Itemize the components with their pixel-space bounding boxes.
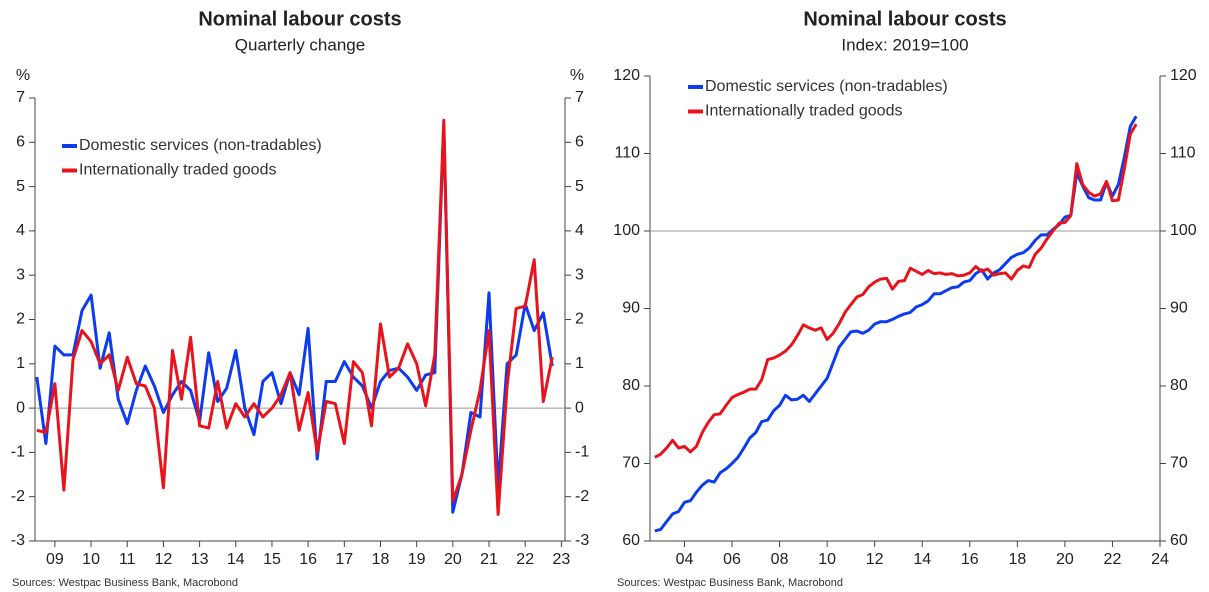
y2-tick-label: 7 — [575, 89, 584, 106]
chart-title: Nominal labour costs — [198, 8, 401, 30]
y2-tick-label: 110 — [1170, 145, 1196, 162]
series-line — [35, 123, 554, 514]
y2-tick-label: 100 — [1170, 222, 1197, 239]
series-line — [654, 123, 1138, 459]
x-tick-label: 16 — [961, 551, 979, 568]
x-tick-label: 12 — [866, 551, 884, 568]
y-tick-label: -3 — [11, 532, 25, 549]
y-tick-label: 3 — [16, 266, 25, 283]
x-tick-label: 20 — [444, 551, 462, 568]
x-tick-label: 22 — [1104, 551, 1122, 568]
y-unit: % — [16, 67, 30, 84]
chart-title: Nominal labour costs — [803, 8, 1006, 30]
source-note: Sources: Westpac Business Bank, Macrobon… — [617, 577, 843, 589]
y2-tick-label: 70 — [1170, 455, 1188, 472]
x-tick-label: 17 — [335, 551, 353, 568]
x-tick-label: 06 — [723, 551, 741, 568]
x-tick-label: 08 — [771, 551, 789, 568]
x-tick-label: 12 — [155, 551, 173, 568]
x-tick-label: 14 — [227, 551, 245, 568]
y-tick-label: 100 — [613, 222, 640, 239]
y2-tick-label: 1 — [575, 355, 584, 372]
legend-label: Internationally traded goods — [79, 162, 276, 179]
y2-tick-label: 3 — [575, 266, 584, 283]
x-tick-label: 19 — [408, 551, 426, 568]
legend-label: Domestic services (non-tradables) — [705, 78, 948, 95]
y2-tick-label: 5 — [575, 178, 584, 195]
x-tick-label: 22 — [516, 551, 534, 568]
source-note: Sources: Westpac Business Bank, Macrobon… — [12, 577, 238, 589]
y-tick-label: 60 — [622, 532, 640, 549]
x-tick-label: 20 — [1056, 551, 1074, 568]
y-tick-label: 6 — [16, 134, 25, 151]
y-tick-label: 2 — [16, 311, 25, 328]
x-tick-label: 18 — [372, 551, 390, 568]
legend-label: Domestic services (non-tradables) — [79, 137, 322, 154]
y2-tick-label: 80 — [1170, 377, 1188, 394]
y2-unit: % — [570, 67, 584, 84]
x-tick-label: 21 — [480, 551, 498, 568]
y2-tick-label: -2 — [575, 488, 589, 505]
series-line — [654, 115, 1138, 533]
y2-tick-label: 60 — [1170, 532, 1188, 549]
y-tick-label: 120 — [613, 67, 640, 84]
x-tick-label: 10 — [82, 551, 100, 568]
x-tick-label: 13 — [191, 551, 209, 568]
y-tick-label: 5 — [16, 178, 25, 195]
y-tick-label: 110 — [614, 145, 640, 162]
x-tick-label: 24 — [1151, 551, 1169, 568]
x-tick-label: 11 — [119, 551, 136, 568]
x-tick-label: 09 — [46, 551, 64, 568]
y-tick-label: 4 — [16, 222, 25, 239]
y2-tick-label: 120 — [1170, 67, 1197, 84]
y-tick-label: -2 — [11, 488, 25, 505]
x-tick-label: 15 — [263, 551, 281, 568]
y-tick-label: 70 — [622, 455, 640, 472]
y2-tick-label: 4 — [575, 222, 584, 239]
y-tick-label: 80 — [622, 377, 640, 394]
x-tick-label: 23 — [552, 551, 570, 568]
legend-label: Internationally traded goods — [705, 103, 902, 120]
y2-tick-label: -3 — [575, 532, 589, 549]
y2-tick-label: 6 — [575, 134, 584, 151]
y-tick-label: 0 — [16, 399, 25, 416]
x-tick-label: 18 — [1008, 551, 1026, 568]
y2-tick-label: 90 — [1170, 300, 1188, 317]
x-tick-label: 04 — [676, 551, 694, 568]
y2-tick-label: 2 — [575, 311, 584, 328]
y-tick-label: 90 — [622, 300, 640, 317]
y2-tick-label: -1 — [575, 444, 589, 461]
x-tick-label: 10 — [818, 551, 836, 568]
y-tick-label: 7 — [16, 89, 25, 106]
x-tick-label: 14 — [913, 551, 931, 568]
chart-subtitle: Index: 2019=100 — [841, 35, 968, 54]
y-tick-label: 1 — [16, 355, 25, 372]
y2-tick-label: 0 — [575, 399, 584, 416]
y-tick-label: -1 — [11, 444, 25, 461]
x-tick-label: 16 — [299, 551, 317, 568]
chart-subtitle: Quarterly change — [235, 35, 365, 54]
series-line — [36, 118, 554, 516]
